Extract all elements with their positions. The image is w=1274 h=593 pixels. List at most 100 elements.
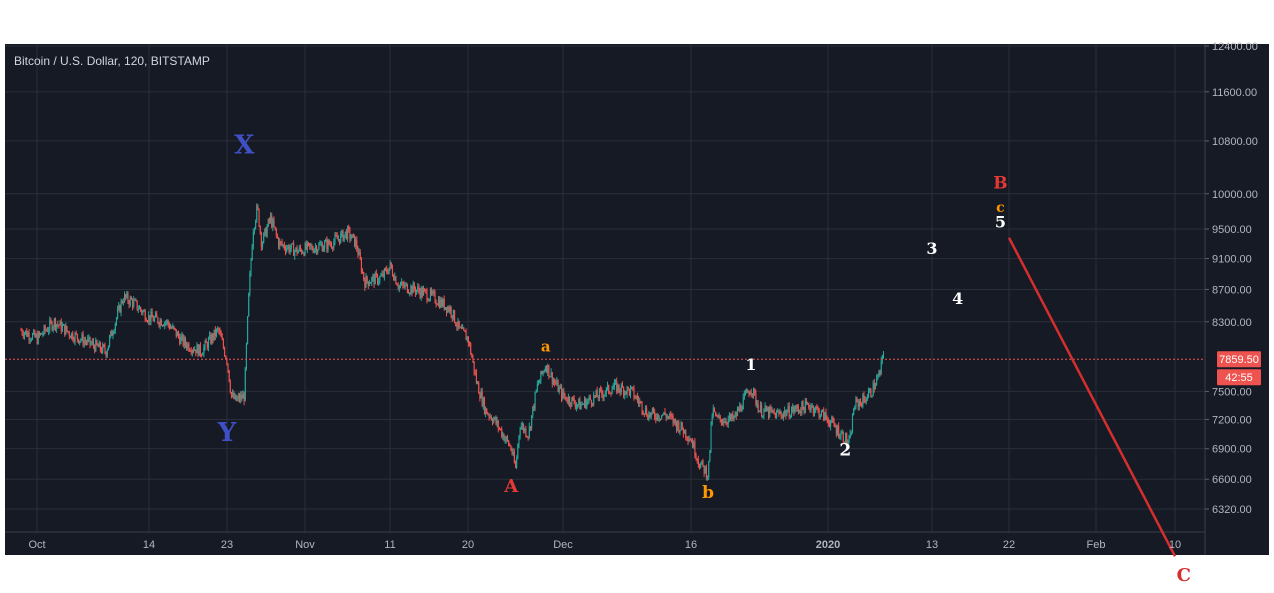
candle-body bbox=[55, 318, 57, 329]
candle-body bbox=[401, 282, 403, 285]
candle-body bbox=[148, 315, 150, 322]
candle-body bbox=[460, 327, 463, 329]
candle-body bbox=[417, 286, 419, 290]
candle-body bbox=[474, 372, 476, 374]
candle-body bbox=[441, 299, 443, 307]
candle-body bbox=[27, 332, 29, 337]
candle-body bbox=[857, 400, 859, 407]
candle-body bbox=[274, 226, 276, 230]
candle-body bbox=[439, 299, 441, 308]
candle-body bbox=[342, 230, 344, 241]
candle-body bbox=[262, 242, 264, 248]
candle-body bbox=[134, 299, 136, 301]
candle-body bbox=[651, 408, 653, 413]
candle-body bbox=[594, 395, 596, 397]
candle-body bbox=[393, 275, 395, 281]
candle-body bbox=[175, 329, 177, 337]
candle-body bbox=[467, 336, 469, 344]
candle-body bbox=[756, 403, 758, 405]
candle-body bbox=[812, 405, 814, 413]
candle-body bbox=[442, 299, 444, 307]
candle-body bbox=[71, 332, 73, 339]
x-tick-label: 14 bbox=[143, 539, 155, 551]
candle-body bbox=[575, 405, 578, 408]
candle-body bbox=[557, 380, 559, 392]
candle-body bbox=[458, 320, 460, 328]
candle-body bbox=[446, 307, 448, 313]
candle-body bbox=[112, 333, 114, 336]
candle-body bbox=[327, 240, 329, 250]
candle-body bbox=[523, 424, 525, 432]
candle-body bbox=[377, 274, 379, 284]
candle-body bbox=[219, 330, 221, 333]
candle-body bbox=[138, 307, 141, 310]
candle-body bbox=[94, 345, 96, 352]
candle-body bbox=[655, 417, 657, 420]
candle-body bbox=[508, 440, 510, 446]
price-axis[interactable]: 6320.00 6600.00 6900.00 7200.00 7500.00 8300.… bbox=[1205, 41, 1258, 516]
candle-body bbox=[871, 395, 873, 397]
candle-body bbox=[463, 327, 465, 331]
candle-body bbox=[735, 412, 737, 416]
candle-body bbox=[728, 414, 730, 419]
candle-body bbox=[414, 289, 417, 294]
candle-body bbox=[671, 415, 673, 417]
candle-body bbox=[237, 395, 239, 399]
candle-body bbox=[772, 409, 774, 413]
candle-body bbox=[630, 387, 632, 395]
candle-body bbox=[658, 418, 660, 420]
candle-body bbox=[676, 422, 678, 430]
x-tick-label: 22 bbox=[1003, 539, 1015, 551]
candle-body bbox=[701, 460, 703, 464]
candle-body bbox=[865, 399, 867, 403]
candle-body bbox=[395, 276, 397, 285]
candle-body bbox=[876, 378, 878, 386]
candle-body bbox=[240, 394, 242, 401]
candle-body bbox=[316, 246, 318, 253]
candle-body bbox=[397, 285, 399, 289]
candle-body bbox=[69, 336, 72, 339]
candle-body bbox=[243, 394, 245, 402]
time-axis[interactable]: Oct 14 23 Nov 11 20 Dec 16 2020 13 22 Feb 10 bbox=[28, 539, 1181, 551]
candle-body bbox=[20, 330, 22, 332]
candle-body bbox=[593, 395, 595, 405]
candle-body bbox=[102, 344, 104, 353]
candle-body bbox=[667, 416, 670, 418]
candle-body bbox=[110, 331, 112, 337]
candle-body bbox=[151, 312, 153, 318]
candle-body bbox=[558, 387, 560, 392]
candle-body bbox=[433, 291, 435, 293]
candle-body bbox=[65, 326, 67, 335]
candle-body bbox=[586, 401, 588, 409]
candle-body bbox=[228, 370, 230, 382]
candle-body bbox=[566, 400, 568, 403]
candle-body bbox=[582, 404, 584, 406]
candle-body bbox=[605, 387, 607, 394]
candle-body bbox=[490, 416, 492, 421]
candle-body bbox=[659, 418, 661, 420]
candle-body bbox=[294, 250, 296, 256]
candle-body bbox=[730, 414, 732, 419]
candle-body bbox=[846, 433, 848, 443]
candle-body bbox=[707, 476, 709, 479]
candle-body bbox=[609, 392, 611, 394]
candle-body bbox=[29, 339, 31, 341]
candle-body bbox=[768, 408, 770, 417]
candle-body bbox=[842, 432, 844, 442]
candle-body bbox=[816, 406, 818, 408]
candle-body bbox=[469, 343, 471, 345]
candle-body bbox=[132, 299, 134, 307]
candle-body bbox=[486, 408, 488, 414]
candle-body bbox=[748, 392, 750, 396]
candle-body bbox=[117, 309, 119, 318]
candle-body bbox=[715, 411, 717, 416]
candle-body bbox=[578, 399, 580, 405]
candle-body bbox=[191, 350, 193, 353]
candle-body bbox=[311, 245, 313, 250]
candle-body bbox=[99, 342, 101, 350]
candle-body bbox=[758, 410, 760, 412]
candle-body bbox=[140, 307, 142, 311]
candle-body bbox=[436, 304, 438, 306]
candle-body bbox=[305, 243, 307, 250]
